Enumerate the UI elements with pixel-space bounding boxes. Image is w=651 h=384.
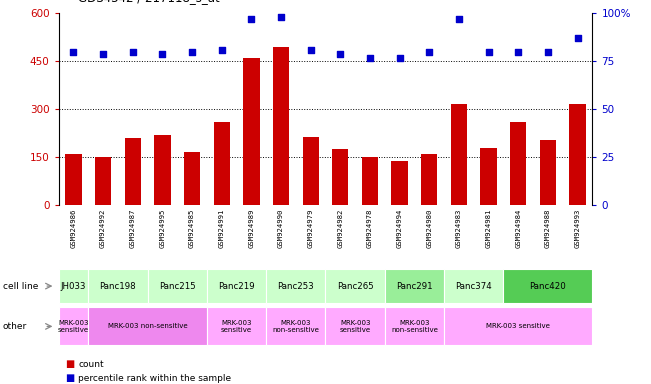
Point	[395, 55, 405, 61]
Text: Panc420: Panc420	[529, 281, 566, 291]
Bar	[444, 307, 592, 346]
Text: MRK-003
non-sensitive: MRK-003 non-sensitive	[391, 320, 438, 333]
Text: percentile rank within the sample: percentile rank within the sample	[78, 374, 231, 383]
Bar	[480, 149, 497, 205]
Point	[128, 49, 138, 55]
Bar	[214, 122, 230, 205]
Bar	[540, 140, 556, 205]
Point	[276, 14, 286, 20]
Bar	[154, 135, 171, 205]
Text: Panc215: Panc215	[159, 281, 195, 291]
Text: GSM924995: GSM924995	[159, 209, 165, 248]
Text: MRK-003 sensitive: MRK-003 sensitive	[486, 323, 550, 329]
Bar	[89, 269, 148, 303]
Bar	[326, 307, 385, 346]
Text: cell line: cell line	[3, 281, 38, 291]
Point	[365, 55, 375, 61]
Text: GSM924987: GSM924987	[130, 209, 135, 248]
Bar	[570, 104, 586, 205]
Text: GSM924978: GSM924978	[367, 209, 373, 248]
Text: other: other	[3, 322, 27, 331]
Text: MRK-003 non-sensitive: MRK-003 non-sensitive	[108, 323, 187, 329]
Bar	[385, 269, 444, 303]
Text: Panc219: Panc219	[218, 281, 255, 291]
Bar	[266, 307, 326, 346]
Bar	[89, 307, 207, 346]
Bar	[207, 307, 266, 346]
Text: GSM924988: GSM924988	[545, 209, 551, 248]
Text: MRK-003
sensitive: MRK-003 sensitive	[58, 320, 89, 333]
Point	[424, 49, 434, 55]
Bar	[65, 154, 81, 205]
Text: GSM924993: GSM924993	[575, 209, 581, 248]
Bar	[421, 154, 437, 205]
Text: GSM924994: GSM924994	[396, 209, 402, 248]
Bar	[266, 269, 326, 303]
Bar	[148, 269, 207, 303]
Point	[454, 16, 464, 22]
Text: GSM924985: GSM924985	[189, 209, 195, 248]
Point	[98, 51, 108, 57]
Bar	[124, 138, 141, 205]
Point	[187, 49, 197, 55]
Point	[543, 49, 553, 55]
Bar	[59, 269, 89, 303]
Bar	[59, 307, 89, 346]
Text: Panc291: Panc291	[396, 281, 433, 291]
Bar	[95, 157, 111, 205]
Text: JH033: JH033	[61, 281, 86, 291]
Text: ■: ■	[65, 359, 74, 369]
Text: Panc253: Panc253	[277, 281, 314, 291]
Text: count: count	[78, 359, 104, 369]
Text: GSM924981: GSM924981	[486, 209, 492, 248]
Text: GSM924986: GSM924986	[70, 209, 76, 248]
Bar	[184, 152, 201, 205]
Bar	[207, 269, 266, 303]
Text: GSM924980: GSM924980	[426, 209, 432, 248]
Bar	[391, 161, 408, 205]
Point	[335, 51, 346, 57]
Bar	[243, 58, 260, 205]
Text: GSM924992: GSM924992	[100, 209, 106, 248]
Text: Panc374: Panc374	[456, 281, 492, 291]
Text: GDS4342 / 217118_s_at: GDS4342 / 217118_s_at	[78, 0, 220, 4]
Text: MRK-003
non-sensitive: MRK-003 non-sensitive	[272, 320, 319, 333]
Text: GSM924982: GSM924982	[337, 209, 343, 248]
Point	[217, 47, 227, 53]
Bar	[503, 269, 592, 303]
Text: ■: ■	[65, 373, 74, 383]
Bar	[273, 47, 289, 205]
Bar	[385, 307, 444, 346]
Bar	[510, 122, 527, 205]
Text: GSM924984: GSM924984	[516, 209, 521, 248]
Text: MRK-003
sensitive: MRK-003 sensitive	[340, 320, 370, 333]
Bar	[332, 149, 348, 205]
Point	[157, 51, 167, 57]
Point	[513, 49, 523, 55]
Bar	[326, 269, 385, 303]
Bar	[303, 137, 319, 205]
Text: GSM924991: GSM924991	[219, 209, 225, 248]
Point	[68, 49, 79, 55]
Text: GSM924989: GSM924989	[249, 209, 255, 248]
Bar	[362, 157, 378, 205]
Text: Panc198: Panc198	[100, 281, 136, 291]
Text: GSM924990: GSM924990	[278, 209, 284, 248]
Point	[305, 47, 316, 53]
Text: GSM924979: GSM924979	[308, 209, 314, 248]
Point	[246, 16, 256, 22]
Point	[484, 49, 494, 55]
Point	[572, 35, 583, 41]
Text: MRK-003
sensitive: MRK-003 sensitive	[221, 320, 252, 333]
Text: GSM924983: GSM924983	[456, 209, 462, 248]
Text: Panc265: Panc265	[337, 281, 374, 291]
Bar	[450, 104, 467, 205]
Bar	[444, 269, 503, 303]
